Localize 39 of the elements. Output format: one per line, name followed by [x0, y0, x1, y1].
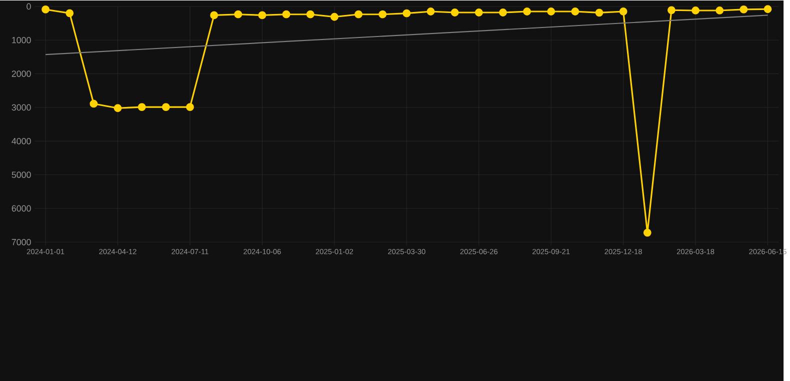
point [330, 12, 338, 21]
y-tick-label: 4000 [12, 138, 31, 144]
point [474, 8, 483, 16]
point [114, 104, 122, 112]
point [571, 7, 580, 16]
point [306, 10, 314, 18]
point [138, 102, 146, 111]
point [619, 7, 628, 16]
point [162, 102, 170, 111]
point [692, 6, 700, 14]
point [595, 8, 604, 16]
point [523, 7, 531, 16]
y-tick-label: 2000 [12, 70, 31, 77]
point [282, 10, 290, 18]
point [668, 6, 676, 14]
point [764, 5, 772, 13]
point [740, 5, 748, 14]
point [378, 10, 387, 18]
y-tick-label: 0 [26, 3, 31, 10]
point [547, 7, 556, 16]
point [643, 228, 652, 236]
point [42, 5, 50, 14]
point [498, 8, 507, 16]
y-tick-label: 6000 [12, 205, 31, 212]
y-tick-label: 3000 [12, 104, 31, 110]
y-tick-label: 7000 [12, 238, 31, 246]
point [66, 9, 74, 17]
point [426, 7, 435, 16]
point [90, 100, 98, 108]
point [234, 10, 242, 18]
point [186, 102, 194, 111]
point [716, 6, 724, 14]
point [402, 9, 411, 18]
point [258, 11, 266, 19]
point [210, 11, 218, 19]
y-tick-label: 1000 [12, 36, 31, 44]
y-tick-label: 5000 [12, 171, 31, 178]
point [354, 10, 362, 18]
point [450, 8, 459, 16]
